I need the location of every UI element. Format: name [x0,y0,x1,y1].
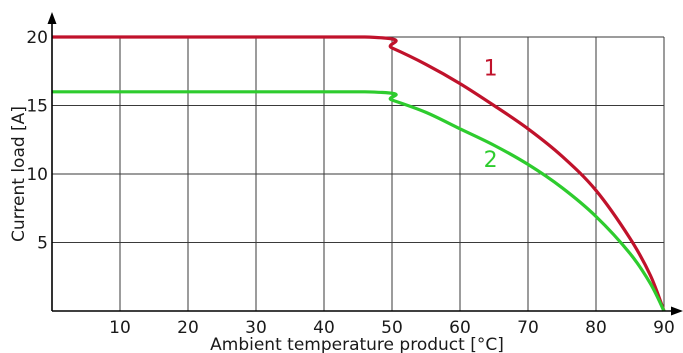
x-axis-arrow [671,306,683,316]
x-axis-label: Ambient temperature product [°C] [210,335,504,353]
series-line-2 [52,90,666,312]
series-line-1 [52,35,666,312]
x-tick-label: 90 [653,318,675,338]
x-tick-label: 70 [517,318,539,338]
x-tick-label: 40 [313,318,335,338]
x-tick-labels: 10 20 30 40 50 60 70 80 90 [109,318,675,338]
y-tick-label: 15 [26,97,48,117]
grid [52,36,665,311]
x-tick-label: 10 [109,318,131,338]
series-label-2: 2 [484,148,498,173]
x-tick-label: 30 [245,318,267,338]
x-tick-label: 80 [585,318,607,338]
y-tick-label: 20 [26,28,48,48]
y-tick-label: 10 [26,165,48,185]
series-label-1: 1 [484,56,498,81]
y-tick-labels: 5 10 15 20 [26,28,48,254]
curve-labels: 12 [484,56,498,173]
y-axis-label: Current load [A] [9,106,29,242]
x-tick-label: 50 [381,318,403,338]
y-tick-label: 5 [37,234,48,254]
curves [52,35,666,312]
axes [47,12,683,316]
y-axis-arrow [47,12,57,24]
x-tick-label: 20 [177,318,199,338]
x-tick-label: 60 [449,318,471,338]
